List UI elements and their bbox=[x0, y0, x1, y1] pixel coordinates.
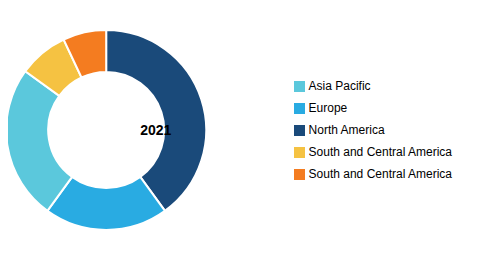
html-text:Europe: Europe bbox=[308, 101, 348, 115]
html-text:Asia Pacific: Asia Pacific bbox=[308, 79, 371, 93]
html-text:South and Central America: South and Central America bbox=[308, 145, 452, 159]
html-text:South and Central America: South and Central America bbox=[308, 167, 452, 181]
svg-text:2021: 2021 bbox=[140, 122, 171, 138]
html-text:North America: North America bbox=[308, 123, 385, 137]
